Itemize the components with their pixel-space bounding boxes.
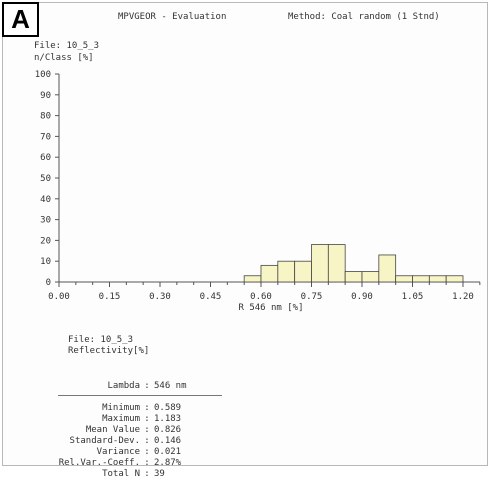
stats-value: 1.183 <box>154 414 182 424</box>
histogram-bar <box>243 275 262 283</box>
stats-value: 0.589 <box>154 403 182 413</box>
x-tick-label: 0.90 <box>351 292 373 302</box>
stats-colon: : <box>144 414 150 424</box>
stats-key: Total N <box>102 469 140 479</box>
y-tick-label: 80 <box>40 112 51 122</box>
stats-value: 0.146 <box>154 436 182 446</box>
summary-quantity: Reflectivity[%] <box>68 346 150 356</box>
x-tick-label: 0.15 <box>99 292 121 302</box>
stats-rows: Minimum:0.589 Maximum:1.183 Mean Value:0.8… <box>40 403 214 480</box>
stats-value: 39 <box>154 469 165 479</box>
stats-row: Maximum:1.183 <box>40 414 214 425</box>
histogram-bar <box>277 260 296 283</box>
stats-row: Total N:39 <box>40 469 214 480</box>
lambda-row: Lambda:546 nm <box>40 381 214 392</box>
histogram-chart: 0 10 20 30 40 50 60 70 80 90 100 0.00 0.15 0.30 0.45 0.… <box>35 70 481 313</box>
stats-value: 0.826 <box>154 425 182 435</box>
y-tick-label: 20 <box>40 236 51 246</box>
x-axis-label: R 546 nm [%] <box>238 303 303 313</box>
stats-key: Minimum <box>102 403 140 413</box>
histogram-bar <box>361 271 380 283</box>
stats-row: Standard-Dev.:0.146 <box>40 436 214 447</box>
y-tick-label: 90 <box>40 91 51 101</box>
lambda-value: 546 nm <box>154 381 187 391</box>
stats-key: Standard-Dev. <box>69 436 140 446</box>
y-tick-label: 10 <box>40 257 51 267</box>
method-label: Method: Coal random (1 Stnd) <box>288 12 440 22</box>
y-tick-label: 100 <box>35 70 51 80</box>
stats-colon: : <box>144 458 150 468</box>
stats-colon: : <box>144 425 150 435</box>
stats-row: Minimum:0.589 <box>40 403 214 414</box>
histogram-bar <box>428 275 447 283</box>
stats-colon: : <box>144 436 150 446</box>
histogram-bar <box>378 254 397 283</box>
stats-value: 0.021 <box>154 447 182 457</box>
histogram-bar <box>395 275 413 283</box>
stats-table: Lambda:546 nm Minimum:0.589 Maximum:1.183… <box>40 381 214 480</box>
stats-row: Rel.Var.-Coeff.:2.87% <box>40 458 214 469</box>
x-tick-label: 1.05 <box>402 292 424 302</box>
stats-colon: : <box>144 403 150 413</box>
panel-label: A <box>2 2 39 37</box>
histogram-bar <box>445 275 464 283</box>
x-tick-label: 0.30 <box>149 292 171 302</box>
stats-value: 2.87% <box>154 458 182 468</box>
histogram-bar <box>344 271 363 283</box>
stats-colon: : <box>144 447 150 457</box>
stats-colon: : <box>144 469 150 479</box>
histogram-bar <box>294 260 312 283</box>
y-tick-label: 50 <box>40 174 51 184</box>
stats-row: Variance:0.021 <box>40 447 214 458</box>
summary-file: File: 10_5_3 <box>68 335 134 345</box>
y-tick-label: 40 <box>40 195 51 205</box>
stats-key: Mean Value <box>85 425 140 435</box>
histogram-bar <box>412 275 430 283</box>
stats-key: Maximum <box>102 414 140 424</box>
histogram-bar <box>327 244 346 283</box>
app-title: MPVGEOR - Evaluation <box>118 12 227 22</box>
x-tick-label: 0.45 <box>200 292 222 302</box>
histogram-bar <box>311 244 329 283</box>
x-tick-label: 1.20 <box>452 292 474 302</box>
histogram-bar <box>260 264 279 283</box>
x-tick-label: 0.60 <box>250 292 272 302</box>
stats-divider <box>58 395 222 396</box>
lambda-label: Lambda <box>107 381 140 391</box>
stats-key: Variance <box>96 447 140 457</box>
y-tick-label: 0 <box>46 278 51 288</box>
y-axis-label: n/Class [%] <box>34 53 94 63</box>
stats-key: Rel.Var.-Coeff. <box>58 458 140 468</box>
x-tick-label: 0.75 <box>301 292 323 302</box>
y-tick-label: 70 <box>40 132 51 142</box>
x-tick-label: 0.00 <box>48 292 70 302</box>
file-label: File: 10_5_3 <box>34 41 100 51</box>
y-tick-label: 60 <box>40 153 51 163</box>
y-tick-label: 30 <box>40 216 51 226</box>
stats-row: Mean Value:0.826 <box>40 425 214 436</box>
figure-frame <box>2 2 488 466</box>
